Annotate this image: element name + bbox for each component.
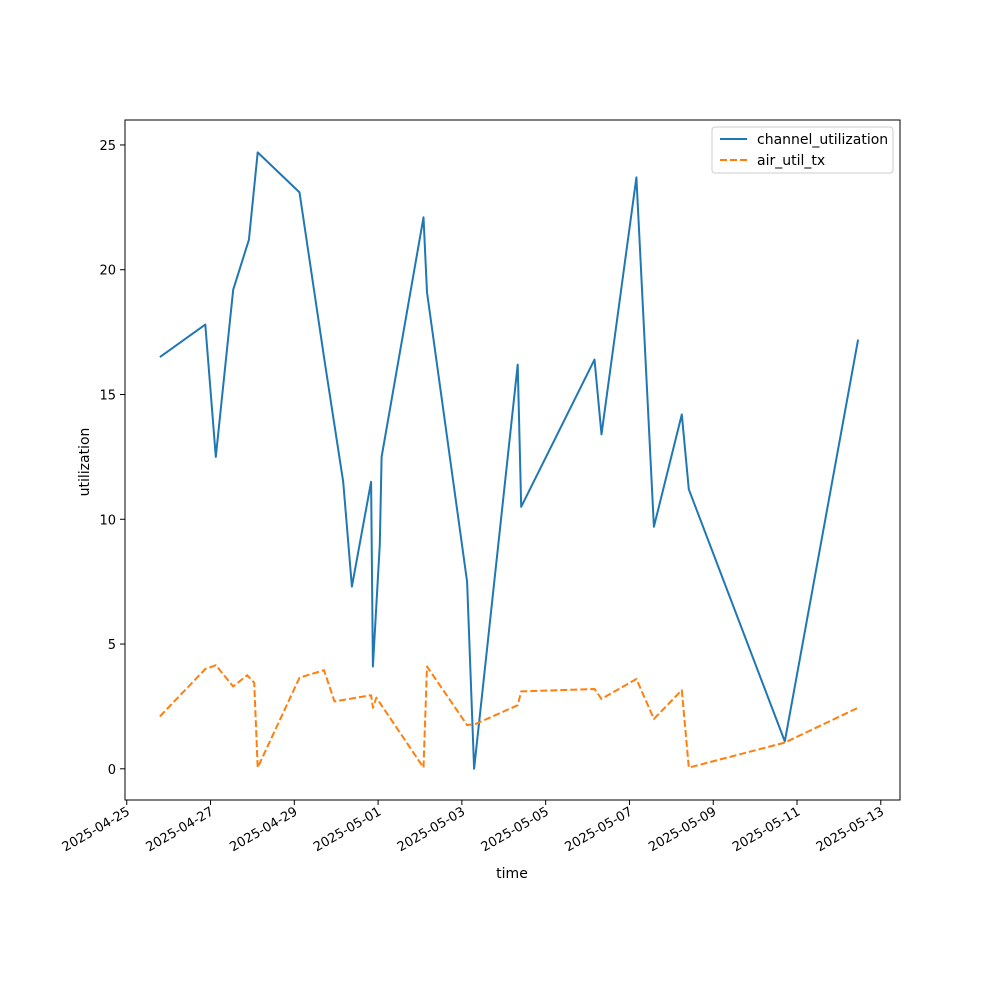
x-tick-label: 2025-05-01 (311, 804, 384, 855)
x-tick-label: 2025-04-27 (144, 804, 217, 855)
x-tick-label: 2025-05-03 (395, 804, 468, 855)
legend-label-air-util-tx: air_util_tx (757, 153, 825, 169)
legend: channel_utilization air_util_tx (711, 126, 894, 174)
legend-label-channel-utilization: channel_utilization (757, 132, 888, 148)
series-layer (159, 151, 860, 770)
x-tick-label: 2025-05-11 (730, 804, 803, 855)
series-line-air-util-tx (159, 664, 859, 769)
x-tick-label: 2025-05-09 (646, 804, 719, 855)
y-tick-label: 0 (108, 763, 116, 778)
axes-frame (124, 119, 901, 801)
x-axis: 2025-04-25 2025-04-27 2025-04-29 2025-05-01… (60, 800, 887, 855)
x-tick-label: 2025-05-13 (814, 804, 887, 855)
y-tick-label: 15 (99, 388, 116, 403)
x-tick-label: 2025-04-29 (227, 804, 300, 855)
y-axis-title: utilization (77, 428, 93, 497)
legend-box (711, 126, 894, 174)
x-tick-label: 2025-04-25 (60, 804, 133, 855)
y-tick-label: 5 (108, 638, 116, 653)
x-tick-label: 2025-05-05 (479, 804, 552, 855)
x-axis-title: time (496, 866, 528, 882)
y-tick-label: 10 (99, 513, 116, 528)
x-tick-label: 2025-05-07 (563, 804, 636, 855)
y-tick-label: 20 (99, 264, 116, 279)
y-tick-label: 25 (99, 139, 116, 154)
y-axis: 0 5 10 15 20 25 (99, 139, 125, 778)
series-line-channel-utilization (159, 151, 860, 770)
